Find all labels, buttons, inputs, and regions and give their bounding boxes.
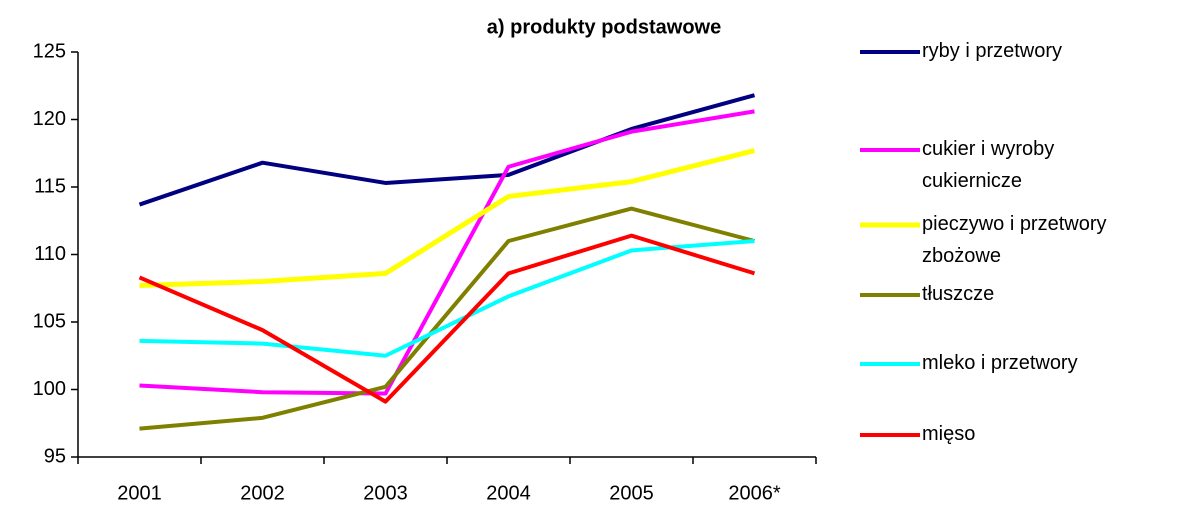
x-tick-label: 2006* (728, 482, 780, 504)
y-tick-label: 105 (33, 310, 66, 332)
legend-line: mięso (922, 423, 975, 445)
legend-line: cukier i wyroby (922, 138, 1054, 160)
legend-label: pieczywo i przetwory zbożowe (922, 213, 1107, 267)
chart-title: a) produkty podstawowe (487, 16, 721, 38)
series-line (139, 206, 756, 431)
series-line (139, 239, 755, 358)
x-tick-label: 2003 (363, 482, 408, 504)
legend-line: pieczywo i przetwory (922, 213, 1107, 235)
legend-line: tłuszcze (922, 283, 994, 305)
legend-line: zbożowe (922, 245, 1001, 267)
legend-line: mleko i przetwory (922, 352, 1078, 374)
legend-label: ryby i przetwory (922, 40, 1062, 62)
legend-line: ryby i przetwory (922, 40, 1062, 62)
y-tick-label: 115 (34, 175, 66, 197)
x-tick-label: 2001 (117, 482, 162, 504)
x-tick-label: 2005 (609, 482, 654, 504)
legend-line: cukiernicze (922, 170, 1022, 192)
legend-label: mięso (922, 423, 975, 445)
series-line (139, 109, 755, 396)
y-tick-label: 125 (33, 40, 66, 62)
legend-label: cukier i wyroby cukiernicze (922, 138, 1054, 192)
y-tick-label: 110 (34, 243, 66, 265)
y-tick-label: 95 (44, 445, 66, 467)
legend-label: mleko i przetwory (922, 352, 1078, 374)
legend-label: tłuszcze (922, 283, 994, 305)
x-tick-label: 2002 (240, 482, 285, 504)
x-tick-label: 2004 (486, 482, 531, 504)
y-tick-label: 100 (33, 378, 66, 400)
series-line (139, 148, 756, 289)
series-line (138, 233, 756, 404)
series-line (138, 93, 756, 207)
y-tick-label: 120 (33, 108, 66, 130)
